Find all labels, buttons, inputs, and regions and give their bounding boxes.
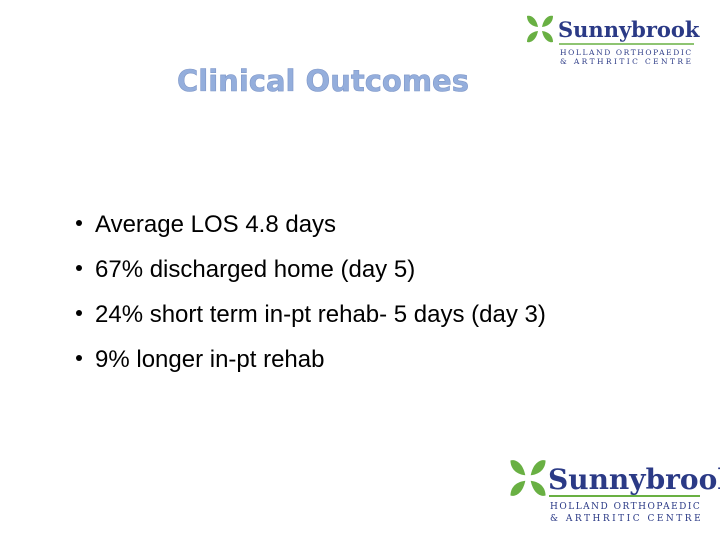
bullet-dot <box>76 265 82 271</box>
logo-line: HOLLAND ORTHOPAEDIC <box>560 48 693 57</box>
logo-name: Sunnybrook <box>548 463 720 496</box>
logo-icon <box>510 460 546 496</box>
logo-line: & ARTHRITIC CENTRE <box>550 514 703 524</box>
bullet-dot <box>76 220 82 226</box>
logo-icon <box>527 15 553 43</box>
logo-bottom: Sunnybrook HOLLAND ORTHOPAEDIC & ARTHRIT… <box>510 460 720 524</box>
logo-line: HOLLAND ORTHOPAEDIC <box>550 502 701 512</box>
logo-line: & ARTHRITIC CENTRE <box>560 57 693 66</box>
slide-title: Clinical Outcomes <box>177 64 469 98</box>
bullet-dot <box>76 310 82 316</box>
bullet-text: Average LOS 4.8 days <box>95 211 336 238</box>
logo-name: Sunnybrook <box>558 17 700 42</box>
bullet-text: 24% short term in-pt rehab- 5 days (day … <box>95 301 546 328</box>
bullet-text: 9% longer in-pt rehab <box>95 346 324 373</box>
bullet-list: Average LOS 4.8 days 67% discharged home… <box>76 211 546 373</box>
bullet-dot <box>76 355 82 361</box>
bullet-text: 67% discharged home (day 5) <box>95 256 415 283</box>
logo-top: Sunnybrook HOLLAND ORTHOPAEDIC & ARTHRIT… <box>527 15 700 66</box>
